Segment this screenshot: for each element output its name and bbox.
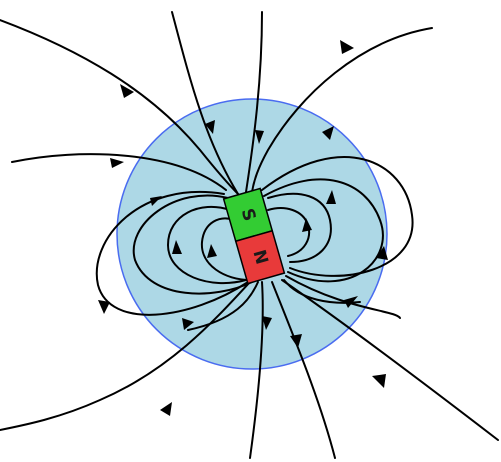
- arrowhead: [98, 300, 110, 314]
- arrowhead: [150, 196, 162, 206]
- arrowhead: [302, 218, 312, 232]
- field-line: [187, 281, 259, 331]
- arrowhead: [262, 316, 272, 330]
- field-arrows: [98, 40, 388, 416]
- field-line: [132, 194, 253, 295]
- arrowhead: [376, 246, 388, 260]
- field-line: [271, 281, 336, 459]
- arrowhead: [172, 240, 182, 254]
- field-line: [11, 153, 227, 191]
- field-line: [200, 217, 251, 281]
- field-line: [263, 178, 384, 283]
- arrowhead: [205, 120, 215, 134]
- arrowhead: [326, 190, 336, 204]
- arrowhead: [344, 296, 358, 308]
- field-line: [267, 192, 332, 263]
- field-line: [249, 281, 264, 459]
- magnet-north-pole: [234, 229, 286, 285]
- arrowhead: [207, 244, 217, 258]
- arrowhead: [110, 158, 124, 168]
- south-pole-label: S: [237, 206, 260, 223]
- field-line: [166, 205, 247, 285]
- bar-magnet: S N: [222, 187, 286, 285]
- field-line: [261, 156, 414, 277]
- north-pole-label: N: [248, 248, 271, 267]
- arrowhead: [322, 126, 334, 140]
- arrowhead: [290, 334, 302, 348]
- field-line: [251, 27, 433, 193]
- field-line: [0, 19, 241, 197]
- arrowhead: [372, 374, 386, 388]
- field-line: [0, 281, 251, 431]
- arrowhead: [255, 130, 264, 144]
- arrowhead: [340, 40, 354, 54]
- arrowhead: [160, 402, 172, 416]
- field-line: [285, 275, 401, 319]
- arrowhead: [182, 318, 194, 330]
- field-line: [245, 11, 263, 193]
- field-line: [171, 11, 239, 195]
- arrowhead: [120, 84, 134, 98]
